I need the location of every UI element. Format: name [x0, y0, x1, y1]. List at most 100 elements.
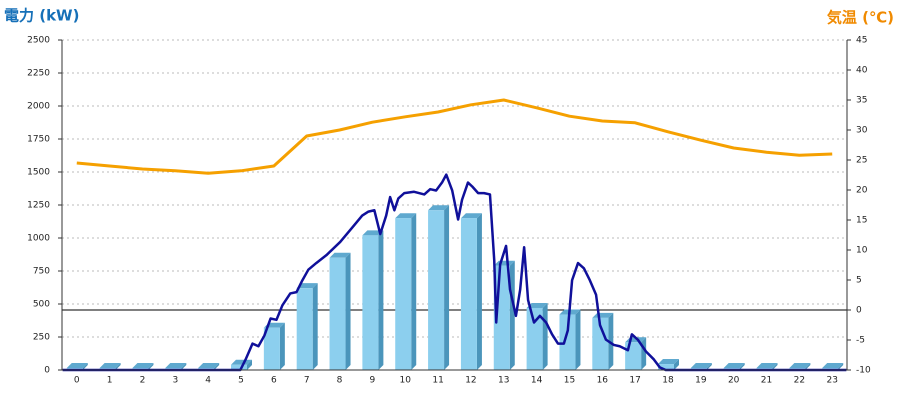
bar-front: [263, 327, 280, 370]
x-tick-label: 4: [205, 376, 211, 386]
x-tick-label: 13: [498, 376, 509, 386]
bar-side: [542, 302, 548, 370]
bar-top: [723, 363, 745, 369]
bar-side: [378, 230, 384, 370]
bar-top: [296, 283, 318, 289]
line: [76, 98, 833, 175]
line: [62, 173, 847, 372]
bar-top: [395, 213, 417, 219]
x-tick-label: 18: [662, 376, 674, 386]
x-tick-label: 12: [465, 376, 476, 386]
bar-side: [345, 252, 351, 370]
y2-tick-label: 40: [856, 66, 868, 76]
y-tick-label: 2500: [27, 36, 50, 46]
bar-side: [476, 213, 482, 370]
y-tick-label: 1000: [27, 234, 50, 244]
x-tick-label: 3: [172, 376, 178, 386]
bar-front: [296, 288, 313, 370]
x-tick-label: 5: [238, 376, 244, 386]
y2-tick-label: 20: [856, 186, 868, 196]
x-tick-label: 11: [432, 376, 443, 386]
y-tick-label: 2000: [27, 102, 50, 112]
y-tick-label: 250: [33, 333, 50, 343]
bar-top: [657, 359, 679, 365]
bar-side: [838, 363, 844, 370]
bar-side: [739, 363, 745, 370]
x-tick-label: 17: [629, 376, 640, 386]
x-tick-label: 14: [531, 376, 543, 386]
bar-side: [444, 205, 450, 370]
bar-side: [411, 213, 417, 370]
x-tick-label: 7: [304, 376, 310, 386]
bar-side: [641, 337, 647, 370]
bar-front: [526, 307, 543, 370]
y-tick-label: 2250: [27, 69, 50, 79]
y2-tick-label: 45: [856, 36, 867, 46]
bar-side: [279, 322, 285, 370]
y-tick-label: 0: [44, 366, 50, 376]
bar-front: [362, 235, 379, 370]
bar-top: [756, 363, 778, 369]
bar-top: [428, 205, 450, 211]
bar-front: [428, 210, 445, 370]
y2-tick-label: 10: [856, 246, 868, 256]
bar-side: [772, 363, 778, 370]
bar-side: [805, 363, 811, 370]
bar-front: [559, 314, 576, 370]
x-tick-label: 8: [337, 376, 343, 386]
bar: [625, 337, 647, 370]
bar: [329, 252, 351, 370]
bar-top: [165, 363, 187, 369]
bar-side: [82, 363, 88, 370]
bar: [657, 359, 679, 370]
bar-side: [312, 283, 318, 370]
bar-top: [789, 363, 811, 369]
x-tick-label: 21: [761, 376, 772, 386]
x-tick-label: 23: [826, 376, 837, 386]
bar-side: [706, 363, 712, 370]
bar-top: [132, 363, 154, 369]
bar: [296, 283, 318, 370]
bar-front: [329, 257, 346, 370]
y2-tick-label: 0: [856, 306, 862, 316]
y2-tick-label: 30: [856, 126, 868, 136]
bar-top: [526, 302, 548, 308]
bar-top: [460, 213, 482, 219]
bar: [460, 213, 482, 370]
y-tick-label: 750: [33, 267, 50, 277]
bar: [526, 302, 548, 370]
x-tick-label: 6: [271, 376, 277, 386]
bar-front: [460, 218, 477, 370]
bar: [395, 213, 417, 370]
bar-front: [231, 364, 248, 370]
x-tick-label: 16: [597, 376, 609, 386]
y2-tick-label: 25: [856, 156, 867, 166]
x-tick-label: 19: [695, 376, 707, 386]
bar-top: [231, 359, 253, 365]
bar-top: [362, 230, 384, 236]
x-tick-label: 20: [728, 376, 740, 386]
y-tick-label: 500: [33, 300, 50, 310]
bar-top: [99, 363, 121, 369]
bar-side: [181, 363, 187, 370]
x-tick-label: 15: [564, 376, 575, 386]
bar-front: [625, 342, 642, 370]
bar: [231, 359, 253, 370]
bar-top: [66, 363, 88, 369]
y-tick-label: 1250: [27, 201, 50, 211]
bar-side: [673, 359, 679, 370]
bar: [428, 205, 450, 370]
bar-side: [214, 363, 220, 370]
y-tick-label: 1750: [27, 135, 50, 145]
bar-front: [395, 218, 412, 370]
x-tick-label: 22: [794, 376, 805, 386]
y2-tick-label: 15: [856, 216, 867, 226]
bar-side: [509, 260, 515, 370]
bar-side: [148, 363, 154, 370]
x-tick-label: 1: [107, 376, 113, 386]
bar-side: [115, 363, 121, 370]
y2-axis-title: 気温 (℃): [827, 9, 894, 27]
y-tick-label: 1500: [27, 168, 50, 178]
bar-top: [822, 363, 844, 369]
